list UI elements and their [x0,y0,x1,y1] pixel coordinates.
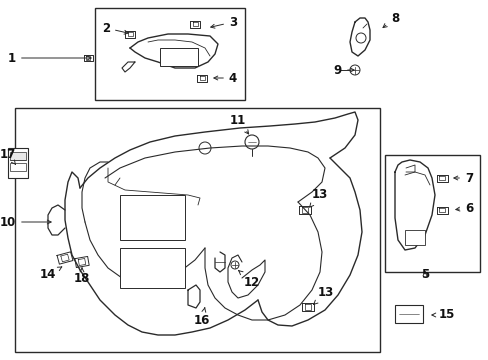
Text: 5: 5 [420,269,428,282]
Text: 4: 4 [213,72,237,85]
Text: 11: 11 [229,113,248,134]
Bar [404,230,424,245]
Text: 14: 14 [40,267,61,282]
Text: 2: 2 [102,22,128,35]
Bar [120,248,184,288]
Text: 16: 16 [193,308,210,327]
Bar [394,305,422,323]
Text: 13: 13 [313,287,333,305]
Text: 10: 10 [0,216,51,229]
Text: 8: 8 [382,12,398,28]
Text: 1: 1 [8,51,91,64]
Bar [10,152,26,160]
Bar [120,195,184,240]
Bar [384,155,479,272]
Bar [95,8,244,100]
Text: 17: 17 [0,148,16,165]
Bar [10,163,26,171]
Text: 12: 12 [238,271,260,288]
Text: 3: 3 [210,15,237,28]
Text: 9: 9 [333,63,353,77]
Text: 15: 15 [431,309,454,321]
Bar [8,148,28,178]
Bar [160,48,198,66]
Text: 18: 18 [74,268,90,284]
Text: 13: 13 [309,189,327,207]
Text: 6: 6 [455,202,472,215]
Text: 7: 7 [453,171,472,184]
Bar [15,108,379,352]
